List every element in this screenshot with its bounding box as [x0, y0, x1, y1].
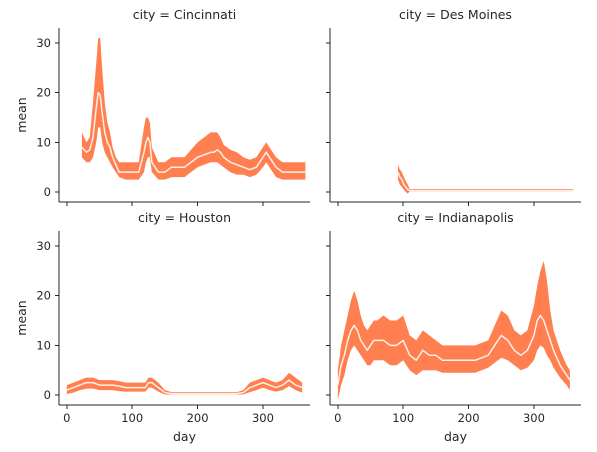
x-axis-label-indianapolis: day [444, 429, 468, 444]
x-tick-label-indianapolis-0: 0 [334, 411, 341, 425]
band-cincinnati [81, 37, 306, 180]
y-tick-label-houston-10: 10 [36, 338, 51, 352]
y-tick-label-houston-0: 0 [44, 388, 51, 402]
y-tick-label-houston-30: 30 [36, 239, 51, 253]
band-indianapolis [337, 260, 570, 401]
y-tick-label-cincinnati-10: 10 [36, 135, 51, 149]
x-tick-label-houston-100: 100 [121, 411, 143, 425]
mean-line-houston [66, 379, 303, 395]
facet-title-indianapolis: city = Indianapolis [397, 210, 513, 225]
x-tick-label-indianapolis-100: 100 [392, 411, 414, 425]
x-tick-label-indianapolis-200: 200 [458, 411, 480, 425]
x-tick-label-indianapolis-300: 300 [523, 411, 545, 425]
mean-line-indianapolis [337, 314, 571, 386]
y-tick-label-cincinnati-20: 20 [36, 86, 51, 100]
x-tick-label-houston-0: 0 [63, 411, 70, 425]
y-axis-label-cincinnati: mean [14, 97, 29, 132]
band-des-moines [397, 164, 574, 194]
y-tick-label-houston-20: 20 [36, 289, 51, 303]
x-tick-label-houston-200: 200 [187, 411, 209, 425]
facet-title-des-moines: city = Des Moines [399, 7, 512, 22]
y-tick-label-cincinnati-0: 0 [44, 185, 51, 199]
x-axis-label-houston: day [173, 429, 197, 444]
y-axis-label-houston: mean [14, 300, 29, 335]
mean-line-des-moines [397, 171, 574, 192]
facet-title-houston: city = Houston [138, 210, 231, 225]
x-tick-label-houston-300: 300 [252, 411, 274, 425]
facet-title-cincinnati: city = Cincinnati [133, 7, 236, 22]
y-tick-label-cincinnati-30: 30 [36, 36, 51, 50]
band-houston [66, 372, 303, 395]
mean-line-cincinnati [81, 91, 306, 173]
